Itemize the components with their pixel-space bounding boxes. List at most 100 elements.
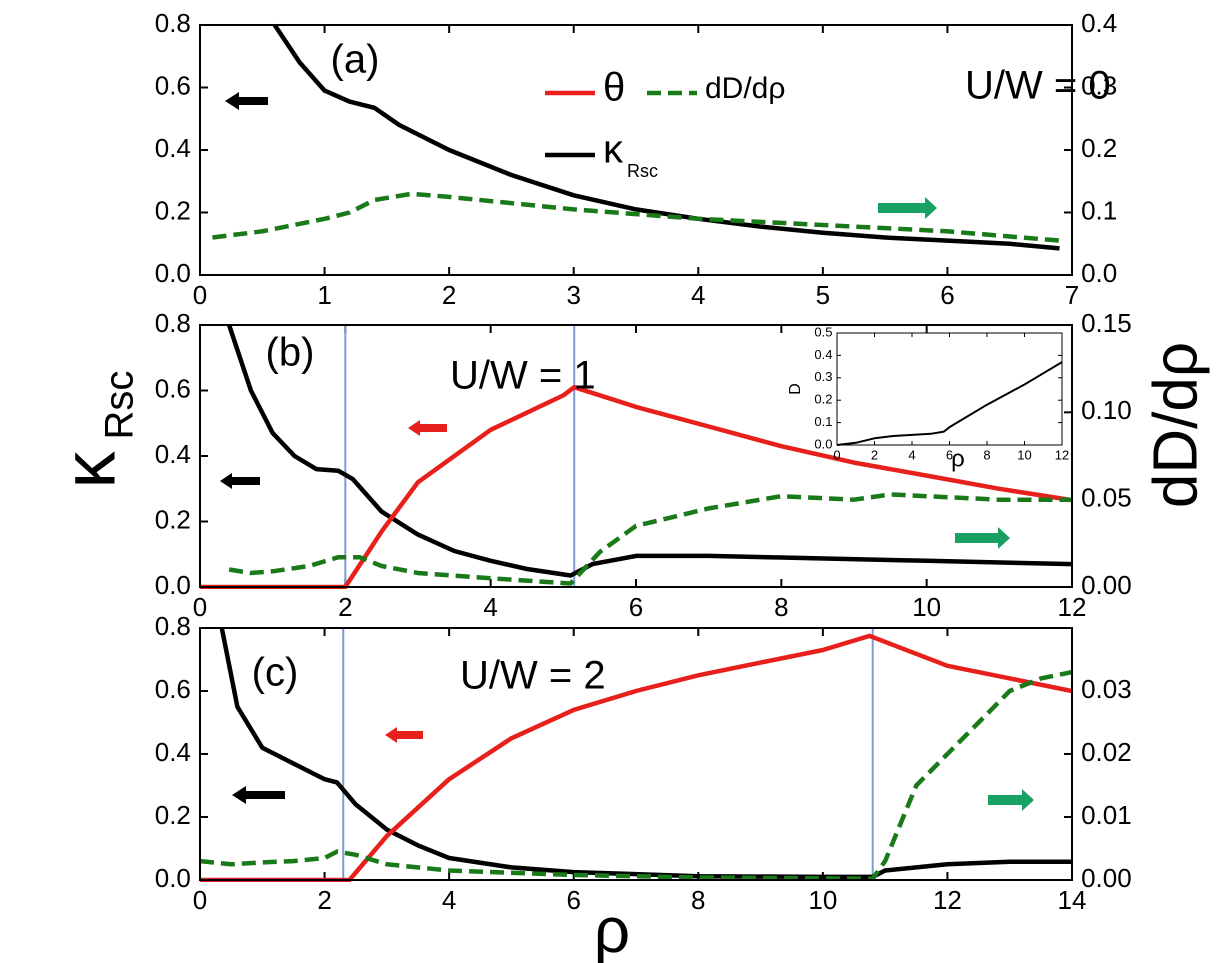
data-line [226, 324, 1072, 578]
y2-tick-label: 0.02 [1081, 737, 1132, 767]
inset-x-label: ρ [951, 445, 965, 472]
plot-frame [836, 332, 1063, 446]
x-tick-label: 4 [908, 447, 915, 462]
arrows [220, 92, 1034, 811]
x-tick-label: 2 [442, 280, 456, 310]
x-tick-label: 10 [1017, 447, 1031, 462]
panel-label: (b) [266, 331, 315, 375]
legend-subscript: Rsc [627, 161, 658, 181]
y-tick-label: 0.0 [155, 863, 191, 893]
y-tick-label: 0.2 [155, 195, 191, 225]
y-tick-label: 0.2 [814, 392, 832, 407]
y-tick-label: 0.4 [155, 737, 191, 767]
y-tick-label: 0.8 [155, 611, 191, 641]
annotation: U/W = 2 [460, 654, 606, 698]
panel-label: (c) [252, 651, 299, 695]
x-tick-label: 1 [317, 280, 331, 310]
y-tick-label: 0.1 [814, 414, 832, 429]
x-tick-label: 2 [317, 885, 331, 915]
x-tick-label: 6 [566, 885, 580, 915]
x-tick-label: 14 [1058, 885, 1087, 915]
y-tick-label: 0.6 [155, 674, 191, 704]
arrow [232, 786, 285, 804]
y2-tick-label: 0.00 [1081, 863, 1132, 893]
y-tick-label: 0.4 [155, 133, 191, 163]
y2-tick-label: 0.3 [1081, 70, 1117, 100]
arrow [988, 789, 1034, 811]
plot-frame [199, 324, 1073, 588]
arrow [385, 727, 423, 743]
x-tick-label: 4 [691, 280, 705, 310]
x-tick-label: 5 [816, 280, 830, 310]
y-tick-label: 0.2 [155, 504, 191, 534]
x-tick-label: 2 [338, 592, 352, 622]
arrow [878, 197, 937, 219]
x-tick-label: 6 [629, 592, 643, 622]
y2-tick-label: 0.03 [1081, 674, 1132, 704]
y2-tick-label: 0.1 [1081, 195, 1117, 225]
panel: 0 2 4 6 8 10 12 0.0 0.1 0.2 0.3 0.4 0.5 [814, 324, 1069, 462]
data-line [228, 492, 1072, 586]
y-axis-label: κ [48, 451, 131, 489]
x-tick-label: 4 [483, 592, 497, 622]
x-tick-label: 12 [1055, 447, 1069, 462]
panel: 0 1 2 3 4 5 6 70.00.20.40.60.80.00.10.20.30.4 [155, 8, 1118, 310]
x-tick-label: 0 [193, 280, 207, 310]
x-tick-label: 8 [691, 885, 705, 915]
y-tick-label: 0.8 [155, 8, 191, 38]
x-tick-label: 10 [808, 885, 837, 915]
x-tick-label: 10 [912, 592, 941, 622]
x-axis-label: ρ [594, 894, 630, 963]
data-line [200, 633, 1072, 882]
y2-tick-label: 0.15 [1081, 308, 1132, 338]
x-tick-label: 0 [193, 592, 207, 622]
x-tick-label: 12 [933, 885, 962, 915]
plot-frame [199, 24, 1073, 276]
legend-label: dD/dρ [705, 72, 785, 105]
data-line [212, 191, 1060, 243]
y-tick-label: 0.0 [814, 436, 832, 451]
x-tick-label: 8 [983, 447, 990, 462]
y2-axis-label: dD/dρ [1141, 342, 1210, 508]
legend-label: θ [603, 66, 625, 110]
legend-label: κ [603, 128, 624, 172]
data-line [200, 384, 1072, 589]
y-tick-label: 0.3 [814, 369, 832, 384]
y-tick-label: 0.4 [814, 347, 832, 362]
x-tick-label: 12 [1058, 592, 1087, 622]
data-line [837, 361, 1062, 446]
plot-frame [199, 627, 1073, 881]
panel-label: (a) [331, 38, 380, 82]
y2-tick-label: 0.05 [1081, 483, 1132, 513]
y-tick-label: 0.5 [814, 324, 832, 339]
y-tick-label: 0.2 [155, 800, 191, 830]
data-line [200, 669, 1072, 881]
x-tick-label: 4 [442, 885, 456, 915]
annotation: U/W = 0 [965, 64, 1111, 108]
arrow [220, 473, 260, 489]
y2-tick-label: 0.01 [1081, 800, 1132, 830]
y-tick-label: 0.0 [155, 570, 191, 600]
x-tick-label: 3 [566, 280, 580, 310]
data-line [219, 627, 1072, 880]
y-tick-label: 0.8 [155, 308, 191, 338]
x-tick-label: 8 [774, 592, 788, 622]
arrow [955, 527, 1010, 549]
y-tick-label: 0.0 [155, 258, 191, 288]
x-tick-label: 0 [193, 885, 207, 915]
data-line [272, 23, 1060, 251]
panel: 0 2 4 6 8 10 120.00.20.40.60.80.000.050.100.15 [155, 308, 1132, 622]
y2-tick-label: 0.4 [1081, 8, 1117, 38]
x-tick-label: 6 [940, 280, 954, 310]
x-tick-label: 2 [871, 447, 878, 462]
y-axis-label-sub: Rsc [98, 371, 142, 440]
x-tick-label: 0 [833, 447, 840, 462]
y2-tick-label: 0.00 [1081, 570, 1132, 600]
y2-tick-label: 0.2 [1081, 133, 1117, 163]
inset-y-label: D [787, 383, 804, 395]
y2-tick-label: 0.0 [1081, 258, 1117, 288]
y-tick-label: 0.4 [155, 439, 191, 469]
arrow [408, 420, 447, 436]
y2-tick-label: 0.10 [1081, 395, 1132, 425]
